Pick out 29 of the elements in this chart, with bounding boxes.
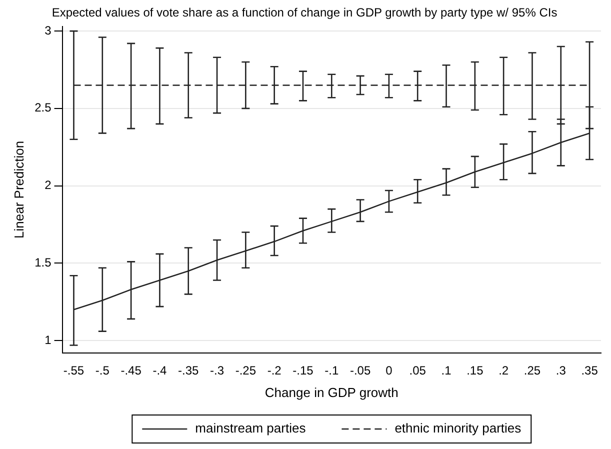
x-tick-label: .35: [581, 364, 598, 378]
x-tick-label: -.2: [267, 364, 282, 378]
x-tick-label: -.55: [63, 364, 84, 378]
x-tick-label: -.3: [210, 364, 224, 378]
x-tick-label: -.15: [292, 364, 314, 378]
legend-label: ethnic minority parties: [394, 420, 522, 436]
x-tick-label: .2: [498, 364, 509, 378]
x-tick-label: .1: [441, 364, 452, 378]
x-tick-label: -.4: [152, 364, 168, 378]
x-tick-label: -.1: [324, 364, 339, 378]
x-tick-label: .05: [409, 364, 426, 378]
y-tick-label: 3: [44, 23, 52, 38]
x-axis-title: Change in GDP growth: [264, 384, 398, 400]
y-axis-title: Linear Prediction: [11, 140, 26, 238]
x-tick-label: .15: [466, 364, 484, 378]
x-tick-label: 0: [386, 364, 393, 378]
y-tick-label: 2.5: [34, 100, 52, 115]
chart-title: Expected values of vote share as a function of change in GDP growth by party type w/ 95% CIs: [52, 6, 558, 20]
y-tick-label: 1.5: [34, 256, 52, 270]
x-tick-label: -.35: [178, 364, 200, 378]
x-tick-label: -.45: [120, 364, 142, 378]
x-tick-label: -.25: [235, 364, 256, 378]
y-tick-label: 1: [44, 332, 52, 347]
x-tick-label: -.05: [350, 364, 371, 378]
legend-label: mainstream parties: [195, 420, 306, 436]
y-tick-label: 2: [44, 178, 52, 192]
x-tick-label: -.5: [95, 364, 110, 378]
x-tick-label: .3: [556, 364, 566, 378]
x-tick-label: .25: [524, 364, 541, 378]
